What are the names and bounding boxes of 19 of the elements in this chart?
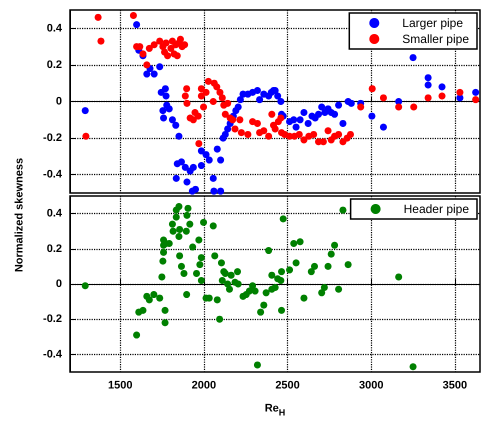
legend-label: Header pipe (404, 202, 470, 216)
y-axis-title: Normalized skewness (14, 158, 26, 272)
x-tick-label: 2500 (275, 380, 300, 392)
y-tick-label: -0.2 (43, 132, 62, 144)
y-tick-label: 0.2 (46, 242, 62, 255)
y-tick-label: -0.4 (43, 168, 63, 181)
x-tick-label: 1500 (108, 380, 132, 392)
x-tick-label: 2000 (192, 380, 216, 392)
y-tick-label: 0.4 (46, 208, 63, 220)
legend-label: Smaller pipe (402, 32, 470, 46)
x-tick-label: 3000 (358, 380, 384, 392)
y-tick-label: 0.4 (46, 22, 63, 34)
y-tick-label: 0 (56, 278, 62, 290)
y-tick-label: -0.2 (43, 313, 62, 326)
y-tick-label: -0.4 (43, 348, 63, 360)
y-tick-label: 0 (56, 96, 62, 108)
y-tick-label: 0.2 (46, 58, 62, 71)
x-tick-label: 3500 (442, 380, 468, 392)
legend-label: Larger pipe (402, 16, 464, 30)
